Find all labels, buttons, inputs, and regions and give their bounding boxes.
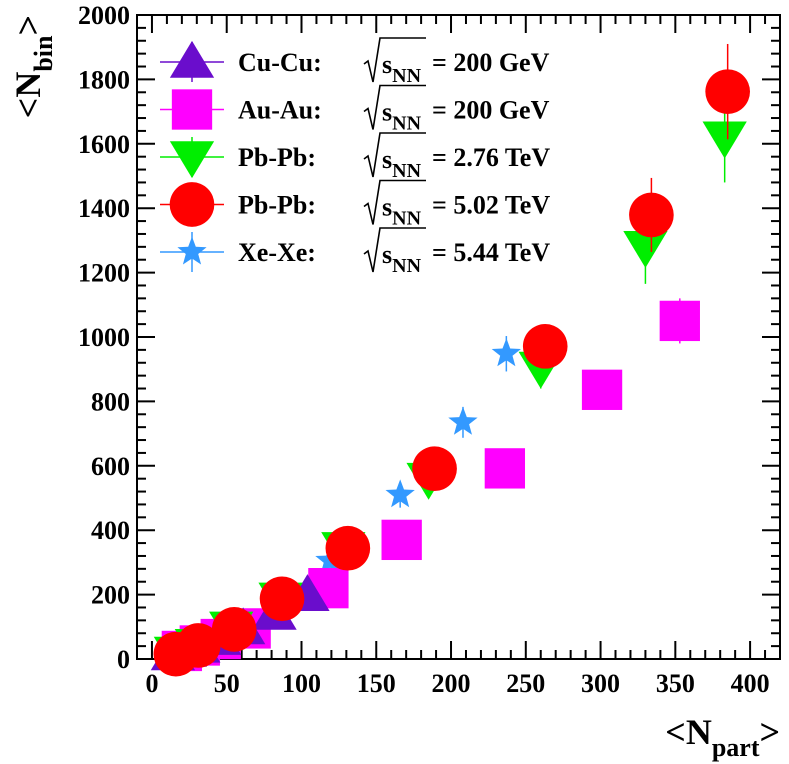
sqrt-symbol: [363, 132, 426, 178]
sqrt-symbol: [363, 227, 426, 273]
legend-marker: [169, 141, 215, 179]
y-tick-label: 1400: [78, 194, 130, 223]
legend-marker: [177, 236, 207, 265]
legend-sqrt-s-text: s: [382, 240, 392, 269]
y-tick-label: 800: [91, 387, 130, 416]
y-axis-title-main: N: [8, 72, 48, 98]
x-tick-label: 300: [581, 669, 620, 698]
legend-entry: Au-Au: sNN = 200 GeV: [160, 84, 550, 135]
y-tick-label: 600: [91, 452, 130, 481]
y-tick-label: 200: [91, 581, 130, 610]
legend-entry: Pb-Pb: sNN = 2.76 TeV: [160, 132, 550, 182]
x-tick-label: 0: [145, 669, 158, 698]
legend-label: Cu-Cu:: [238, 48, 322, 77]
data-point: [491, 338, 521, 367]
legend-entry: Pb-Pb: sNN = 5.02 TeV: [160, 179, 550, 230]
data-point: [381, 519, 422, 561]
legend-sqrt-s: sNN: [382, 240, 422, 277]
series-3: [153, 43, 750, 677]
legend-energy: = 200 GeV: [432, 48, 550, 77]
x-tick-label: 250: [506, 669, 545, 698]
legend-energy: = 5.02 TeV: [432, 191, 550, 220]
data-point: [385, 479, 415, 508]
data-point: [702, 121, 747, 159]
legend-sqrt-sub: NN: [392, 160, 421, 182]
legend-marker: [169, 40, 215, 78]
data-point: [705, 69, 750, 114]
x-axis-title-sub: part: [712, 733, 760, 762]
legend-sqrt-s-text: s: [382, 50, 392, 79]
legend-sqrt-sub: NN: [392, 65, 421, 87]
data-point: [259, 576, 305, 622]
legend-sqrt-s-text: s: [382, 98, 392, 127]
legend-label: Xe-Xe:: [238, 238, 316, 267]
data-point: [522, 324, 568, 369]
x-tick-label: 350: [656, 669, 695, 698]
legend-marker: [169, 182, 215, 227]
x-tick-label: 400: [731, 669, 770, 698]
legend-energy: = 5.44 TeV: [432, 238, 550, 267]
y-tick-label: 400: [91, 516, 130, 545]
legend-label: Pb-Pb:: [238, 143, 316, 172]
x-axis-title-main: N: [686, 712, 712, 752]
legend-label: Au-Au:: [238, 96, 322, 125]
legend-entry: Xe-Xe: sNN = 5.44 TeV: [160, 227, 550, 277]
legend-sqrt-s-text: s: [382, 145, 392, 174]
data-point: [448, 406, 478, 435]
series-2: [153, 92, 747, 674]
sqrt-symbol: [363, 84, 426, 130]
x-axis-title: <Npart>: [665, 712, 780, 762]
legend-sqrt-sub: NN: [392, 113, 421, 135]
data-point: [175, 623, 221, 668]
y-axis-title: <Nbin>: [8, 15, 58, 118]
data-point: [623, 231, 668, 268]
data-point: [412, 446, 457, 492]
legend-label: Pb-Pb:: [238, 191, 316, 220]
legend-sqrt-sub: NN: [392, 208, 421, 230]
sqrt-symbol: [363, 37, 426, 83]
y-tick-label: 2000: [78, 1, 130, 30]
legend-marker: [171, 89, 213, 130]
legend-sqrt-s: sNN: [382, 98, 422, 135]
legend-sqrt-s-text: s: [382, 193, 392, 222]
x-tick-label: 200: [432, 669, 471, 698]
data-point: [581, 369, 623, 410]
x-tick-label: 50: [214, 669, 240, 698]
sqrt-symbol: [363, 179, 426, 225]
y-tick-label: 0: [117, 645, 130, 674]
data-point: [629, 192, 674, 238]
legend-sqrt-s: sNN: [382, 50, 422, 87]
data-point: [325, 525, 371, 571]
series-4: [155, 336, 521, 668]
y-tick-label: 1600: [78, 130, 130, 159]
x-tick-label: 150: [357, 669, 396, 698]
data-point: [211, 607, 257, 652]
legend-energy: = 200 GeV: [432, 96, 550, 125]
y-tick-label: 1800: [78, 65, 130, 94]
y-tick-label: 1200: [78, 259, 130, 288]
y-axis-title-sub: bin: [29, 35, 58, 72]
data-point: [659, 300, 700, 342]
legend-sqrt-sub: NN: [392, 255, 421, 277]
data-point: [484, 448, 526, 489]
x-tick-label: 100: [282, 669, 321, 698]
legend-energy: = 2.76 TeV: [432, 143, 550, 172]
y-tick-label: 1000: [78, 323, 130, 352]
legend-entry: Cu-Cu: sNN = 200 GeV: [160, 37, 550, 87]
legend-sqrt-s: sNN: [382, 145, 422, 182]
legend-sqrt-s: sNN: [382, 193, 422, 230]
